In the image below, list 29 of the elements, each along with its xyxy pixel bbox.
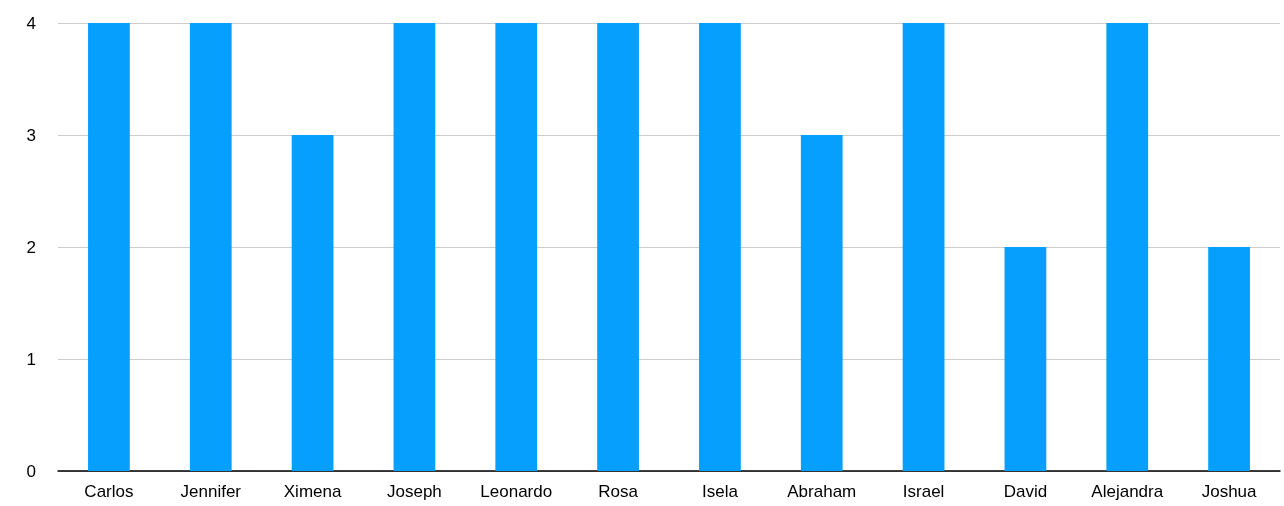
x-tick-label: Alejandra xyxy=(1091,482,1164,501)
x-tick-label: Rosa xyxy=(598,482,639,501)
bar xyxy=(1208,247,1250,471)
bar xyxy=(902,23,945,471)
bar xyxy=(1106,23,1149,471)
y-tick-label: 0 xyxy=(26,461,36,481)
x-tick-label: David xyxy=(1003,482,1048,501)
x-tick-label: Israel xyxy=(902,482,945,501)
x-tick-label: Carlos xyxy=(84,482,134,501)
y-tick-label: 2 xyxy=(26,237,36,257)
y-tick-label: 1 xyxy=(26,349,36,369)
bar xyxy=(597,23,639,471)
x-tick-label: Isela xyxy=(701,482,739,501)
bar xyxy=(1004,247,1047,471)
y-tick-label: 3 xyxy=(26,125,36,145)
x-tick-label: Joshua xyxy=(1201,482,1258,501)
bar xyxy=(88,23,130,471)
bar xyxy=(800,135,843,471)
y-tick-label: 4 xyxy=(26,13,36,33)
bar xyxy=(291,135,334,471)
x-tick-label: Abraham xyxy=(787,482,857,501)
bar xyxy=(699,23,741,471)
x-tick-label: Jennifer xyxy=(180,482,242,501)
x-tick-label: Ximena xyxy=(283,482,342,501)
bar xyxy=(393,23,436,471)
x-tick-label: Leonardo xyxy=(480,482,553,501)
bar xyxy=(189,23,232,471)
bar xyxy=(495,23,538,471)
x-tick-label: Joseph xyxy=(387,482,442,501)
